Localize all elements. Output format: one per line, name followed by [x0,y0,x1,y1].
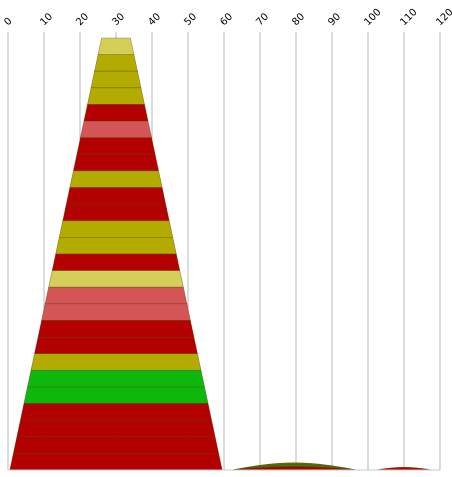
x-tick-label: 10 [38,11,55,28]
funnel-band-2 [94,54,138,72]
funnel-band-20 [30,353,202,371]
funnel-band-3 [90,70,142,89]
funnel-band-12 [58,220,174,238]
funnel-band-23 [20,403,212,421]
x-tick-label: 80 [290,11,307,28]
x-tick-label: 30 [110,11,127,28]
x-tick-label: 90 [326,11,343,28]
x-tick-label: 100 [362,7,383,28]
funnel-band-11 [62,203,170,222]
funnel-band-19 [34,336,198,354]
x-tick-label: 40 [146,11,163,28]
funnel-band-5 [83,104,149,122]
funnel-band-10 [65,187,167,205]
x-tick-label: 60 [218,11,235,28]
funnel-band-8 [72,154,160,172]
x-tick-label: 50 [182,11,199,28]
funnel-band-7 [76,137,156,155]
funnel-band-21 [27,370,205,388]
x-tick-label: 20 [74,11,91,28]
funnel-band-13 [55,237,177,255]
x-tick-label: 70 [254,11,271,28]
funnel-band-14 [51,253,181,271]
funnel-band-1 [97,37,135,55]
funnel-band-18 [37,320,195,338]
x-tick-label: 0 [2,16,14,28]
funnel-bands [9,37,223,471]
x-tick-label: 120 [434,7,452,28]
funnel-band-9 [69,170,163,188]
funnel-band-16 [44,286,188,305]
funnel-band-15 [48,270,184,288]
mound-1-layer-3 [231,466,358,471]
funnel-band-22 [23,386,209,404]
small-mounds [8,462,440,471]
mound-2-layer-1 [375,467,433,471]
funnel-band-17 [41,303,191,321]
funnel-band-25 [12,436,220,454]
x-tick-labels: 0 10 20 30 40 50 60 70 80 90 100 110 120 [2,7,452,28]
funnel-band-26 [9,453,223,471]
funnel-band-24 [16,419,216,438]
funnel-band-6 [80,120,152,138]
x-tick-label: 110 [398,7,419,28]
funnel-band-4 [87,87,145,105]
